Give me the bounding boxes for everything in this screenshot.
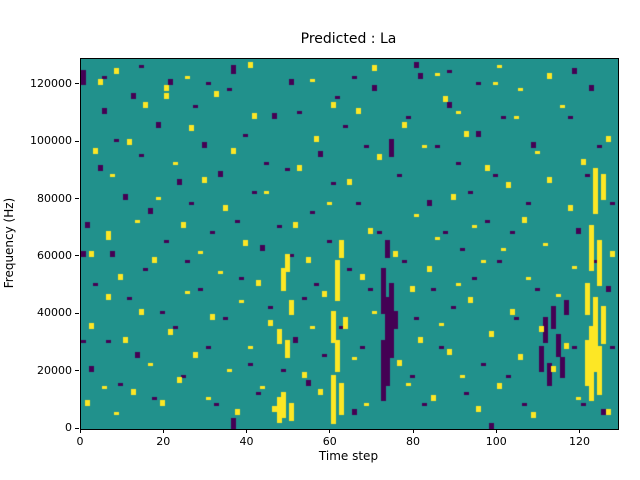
x-tick-mark: [495, 429, 497, 433]
y-tick-mark: [75, 370, 79, 372]
x-tick-mark: [412, 429, 414, 433]
plot-area: [80, 58, 619, 430]
y-tick-label: 100000: [30, 134, 72, 148]
y-tick-mark: [75, 140, 79, 142]
y-tick-label: 120000: [30, 76, 72, 90]
x-tick-mark: [579, 429, 581, 433]
y-tick-label: 0: [65, 421, 72, 434]
x-tick-label: 40: [239, 435, 254, 448]
x-axis-label: Time step: [318, 449, 379, 463]
x-tick-label: 80: [406, 435, 421, 448]
y-tick-label: 60000: [37, 248, 72, 262]
x-tick-mark: [162, 429, 164, 433]
y-tick-mark: [75, 83, 79, 85]
x-tick-label: 0: [76, 435, 84, 448]
y-tick-mark: [75, 312, 79, 314]
x-tick-mark: [246, 429, 247, 433]
x-tick-label: 60: [322, 435, 337, 448]
x-tick-mark: [329, 429, 331, 433]
heatmap-canvas: [81, 59, 618, 429]
x-tick-label: 20: [156, 435, 171, 448]
y-tick-mark: [75, 198, 79, 200]
y-tick-mark: [75, 255, 79, 257]
chart-title: Predicted : La: [300, 31, 397, 47]
y-tick-label: 40000: [37, 306, 72, 320]
x-tick-label: 100: [485, 435, 507, 448]
y-axis-label: Frequency (Hz): [2, 197, 16, 289]
y-tick-mark: [75, 427, 79, 429]
y-tick-label: 20000: [37, 363, 72, 377]
x-tick-label: 120: [569, 435, 591, 448]
y-tick-label: 80000: [37, 191, 72, 205]
x-tick-mark: [79, 429, 81, 433]
